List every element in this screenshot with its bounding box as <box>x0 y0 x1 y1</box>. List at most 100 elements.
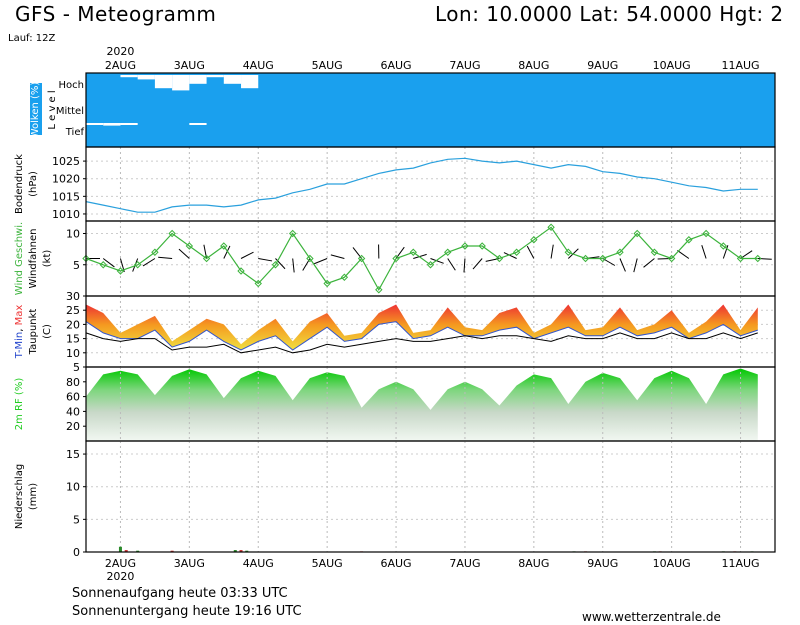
wind-barb <box>643 258 655 268</box>
temperature-ytick-label: 30 <box>66 290 80 303</box>
wind-point <box>99 261 107 269</box>
cloud-ylabel-bg <box>30 83 42 135</box>
pressure-line <box>85 157 758 213</box>
cloud-level-label-tief: Tief <box>65 127 85 138</box>
x-label-bottom: 10AUG <box>653 557 691 570</box>
ylabel-span: , <box>14 325 25 331</box>
wind-point <box>271 261 280 269</box>
cloud-panel-background <box>86 73 775 147</box>
pressure-ytick-label: 1025 <box>52 155 80 168</box>
cloud-gap <box>241 75 259 89</box>
cloud-gap <box>189 75 207 84</box>
wind-point <box>599 254 607 263</box>
wind-point <box>581 254 590 263</box>
x-label-bottom: 8AUG <box>518 557 549 570</box>
precipitation-bar <box>239 550 243 552</box>
wind-point <box>650 248 659 256</box>
wind-ylabel-0: Wind Geschwi. <box>14 222 25 295</box>
pressure-ytick-label: 1010 <box>52 208 80 221</box>
temperature-ytick-label: 15 <box>66 333 80 346</box>
year-label-bottom: 2020 <box>106 570 134 583</box>
wind-barb <box>430 258 444 264</box>
cloud-frame <box>85 72 776 148</box>
precipitation-bar <box>245 550 249 552</box>
wind-barb <box>447 258 456 271</box>
location-coordinates: Lon: 10.0000 Lat: 54.0000 Hgt: 2 <box>435 2 784 26</box>
precipitation-bar <box>118 546 122 552</box>
x-label-bottom: 4AUG <box>243 557 274 570</box>
wind-speed-line <box>85 226 758 292</box>
cloud-level-label-hoch: Hoch <box>59 80 84 91</box>
wind-ylabel-1: Windfahnen <box>28 229 39 289</box>
wind-barb <box>722 245 729 259</box>
wind-point <box>306 254 314 263</box>
dewpoint-line <box>85 332 758 354</box>
temperature-ytick-label: 20 <box>66 318 80 331</box>
cloud-level-sublabel: L e v e l <box>47 90 58 129</box>
cloud-gap <box>137 75 155 80</box>
x-label-top: 2AUG <box>105 59 136 72</box>
wind-point <box>702 229 710 238</box>
wind-point <box>323 279 331 288</box>
temperature-ylabel-1: Taupunkt <box>28 309 39 356</box>
ylabel-span: T-Min <box>14 332 25 360</box>
cloud-gap <box>103 123 121 126</box>
pressure-ytick-label: 1015 <box>52 190 80 203</box>
wind-point <box>202 254 211 263</box>
wind-point <box>392 254 400 263</box>
precipitation-ytick-label: 0 <box>73 546 80 559</box>
precipitation-bar <box>170 550 174 552</box>
wind-point <box>461 242 469 250</box>
x-label-top: 10AUG <box>653 59 691 72</box>
wind-barb <box>223 245 231 259</box>
wind-point <box>633 229 641 238</box>
wind-ylabel-2: (kt) <box>42 250 53 268</box>
wind-point <box>426 261 435 269</box>
x-label-top: 4AUG <box>243 59 274 72</box>
wind-point <box>754 254 762 263</box>
wind-barb <box>178 248 190 259</box>
wind-point <box>530 236 538 244</box>
temperature-ytick-label: 10 <box>66 347 80 360</box>
wind-point <box>736 254 745 263</box>
wind-point <box>357 254 366 263</box>
x-label-top: 9AUG <box>587 59 618 72</box>
wind-barb <box>240 251 254 259</box>
cloud-gap <box>120 123 138 125</box>
wind-point <box>116 267 125 275</box>
wind-barb <box>463 258 466 273</box>
x-label-bottom: 11AUG <box>721 557 759 570</box>
wind-barb <box>472 258 483 270</box>
temperature-band <box>86 304 758 350</box>
cloud-gap <box>172 75 190 91</box>
x-label-top: 6AUG <box>380 59 411 72</box>
cloud-gap <box>120 75 138 78</box>
wind-barb <box>142 258 156 267</box>
cloud-gap <box>86 123 104 125</box>
wind-point <box>444 248 452 256</box>
website-link[interactable]: www.wetterzentrale.de <box>582 610 721 624</box>
wind-barb <box>313 258 328 265</box>
pressure-ylabel-0: Bodendruck <box>14 154 25 214</box>
wind-point <box>288 229 297 238</box>
wind-barb <box>292 258 295 273</box>
temperature-ylabel-2: (C) <box>42 324 53 339</box>
model-run-label: Lauf: 12Z <box>8 33 56 44</box>
wind-point <box>220 242 228 250</box>
wind-point <box>237 267 245 275</box>
x-label-bottom: 3AUG <box>174 557 205 570</box>
wind-point <box>495 254 504 263</box>
humidity-ytick-label: 40 <box>66 405 80 418</box>
wind-barb <box>330 254 345 259</box>
humidity-ytick-label: 20 <box>66 420 80 433</box>
x-label-top: 7AUG <box>449 59 480 72</box>
wind-ytick-label: 5 <box>73 259 80 272</box>
wind-barb <box>633 258 638 273</box>
wind-point <box>133 261 142 269</box>
wind-point <box>685 236 693 244</box>
humidity-ylabel-0: 2m RF (%) <box>14 378 25 431</box>
precipitation-bar <box>233 550 237 552</box>
cloud-gap <box>154 75 173 89</box>
temperature-ytick-label: 5 <box>73 361 80 374</box>
